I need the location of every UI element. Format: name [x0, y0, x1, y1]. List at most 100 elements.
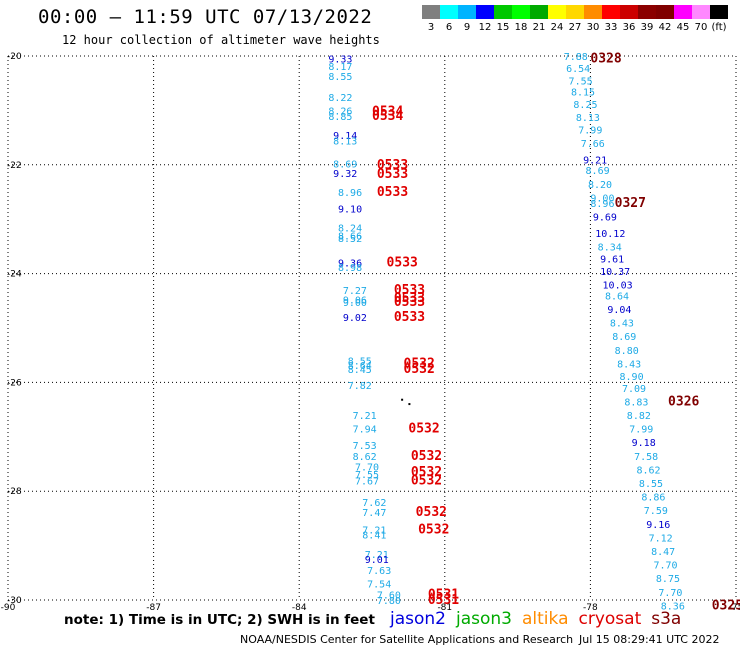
- data-point-label: 7.82: [348, 381, 372, 392]
- data-point-label: 7.09: [622, 384, 646, 395]
- data-point-label: 8.43: [617, 359, 641, 370]
- data-speck: [401, 398, 404, 401]
- legend-label: 6: [445, 22, 453, 33]
- x-tick-label: -90: [1, 603, 16, 613]
- data-point-label: 8.55: [328, 72, 352, 83]
- y-tick-label: -20: [7, 52, 22, 62]
- data-time-label: 0533: [394, 295, 425, 310]
- legend-swatch: [476, 5, 494, 19]
- data-time-label: 0327: [615, 196, 646, 211]
- data-point-label: 8.98: [338, 263, 362, 274]
- legend-swatch: [584, 5, 602, 19]
- data-point-label: 8.64: [348, 361, 372, 372]
- data-time-label: 0533: [377, 185, 408, 200]
- data-time-label: 0532: [404, 356, 435, 371]
- legend-swatch: [422, 5, 440, 19]
- color-scale-labels: 3 6 9 12 15 18 21 24 27 30 33 36 39 42 45 70 (ft): [422, 22, 740, 34]
- y-tick-label: -30: [7, 596, 22, 606]
- data-point-label: 9.00: [343, 298, 367, 309]
- data-point-label: 7.70: [355, 463, 379, 474]
- chart-title: 00:00 — 11:59 UTC 07/13/2022: [38, 6, 373, 28]
- data-point-label: 9.04: [607, 305, 631, 316]
- data-point-label: 8.47: [651, 547, 675, 558]
- color-scale-legend: [422, 5, 728, 19]
- data-point-label: 7.60: [377, 591, 401, 602]
- x-tick-label: -75: [729, 603, 740, 613]
- data-point-label: 8.45: [348, 365, 372, 376]
- data-point-label: 7.55: [569, 76, 593, 87]
- legend-label: 45: [676, 22, 690, 33]
- data-point-label: 8.13: [576, 113, 600, 124]
- legend-swatch: [548, 5, 566, 19]
- data-time-label: 0532: [418, 522, 449, 537]
- data-point-label: 7.99: [629, 425, 653, 436]
- legend-swatch: [494, 5, 512, 19]
- data-time-label: 0532: [411, 449, 442, 464]
- legend-swatch: [530, 5, 548, 19]
- data-point-label: 7.99: [578, 125, 602, 136]
- data-point-label: 8.22: [328, 93, 352, 104]
- legend-label: 15: [496, 22, 510, 33]
- data-point-label: 8.69: [586, 166, 610, 177]
- data-point-label: 7.47: [362, 508, 386, 519]
- legend-label: 24: [550, 22, 564, 33]
- legend-swatch: [440, 5, 458, 19]
- data-time-label: 0533: [394, 291, 425, 306]
- data-point-label: 9.21: [583, 155, 607, 166]
- data-point-label: 9.14: [333, 131, 357, 142]
- data-point-label: 8.90: [620, 372, 644, 383]
- data-point-label: 8.41: [362, 531, 386, 542]
- timestamp: Jul 15 08:29:41 UTC 2022: [579, 633, 720, 646]
- x-tick-label: -81: [437, 603, 452, 613]
- data-point-label: 7.21: [365, 550, 389, 561]
- data-point-label: 8.69: [333, 160, 357, 171]
- y-tick-label: -26: [7, 378, 22, 388]
- data-point-label: 7.66: [581, 139, 605, 150]
- data-point-label: 7.67: [355, 476, 379, 487]
- data-point-label: 8.66: [338, 232, 362, 243]
- data-time-label: 0533: [387, 256, 418, 271]
- legend-label: 42: [658, 22, 672, 33]
- satellite-jason2: jason2: [390, 609, 446, 629]
- legend-swatch: [566, 5, 584, 19]
- data-time-label: 0325: [712, 598, 740, 613]
- legend-label: 30: [586, 22, 600, 33]
- data-time-label: 0532: [411, 473, 442, 488]
- data-point-label: 8.96: [590, 199, 614, 210]
- legend-swatch: [512, 5, 530, 19]
- credit-line: NOAA/NESDIS Center for Satellite Applica…: [240, 633, 719, 646]
- data-point-label: 9.18: [632, 438, 656, 449]
- data-point-label: 7.58: [634, 452, 658, 463]
- data-point-label: 8.80: [615, 346, 639, 357]
- data-time-label: 0534: [372, 104, 403, 119]
- data-point-label: 7.54: [367, 580, 391, 591]
- data-point-label: 8.55: [348, 357, 372, 368]
- legend-swatch: [692, 5, 710, 19]
- satellite-altika: altika: [522, 609, 569, 629]
- data-point-label: 9.36: [338, 259, 362, 270]
- data-point-label: 6.54: [566, 64, 590, 75]
- x-tick-label: -78: [583, 603, 598, 613]
- data-time-label: 0531: [428, 588, 459, 603]
- data-point-label: 10.37: [600, 267, 630, 278]
- chart-subtitle: 12 hour collection of altimeter wave hei…: [62, 33, 380, 47]
- satellite-s3a: s3a: [651, 609, 682, 629]
- data-time-label: 0532: [411, 465, 442, 480]
- data-point-label: 8.20: [588, 180, 612, 191]
- legend-label: 39: [640, 22, 654, 33]
- data-point-label: 9.69: [593, 212, 617, 223]
- data-point-label: 8.83: [624, 397, 648, 408]
- data-point-label: 7.53: [353, 441, 377, 452]
- legend-swatch: [620, 5, 638, 19]
- legend-label: 70: [694, 22, 708, 33]
- data-point-label: 8.55: [639, 479, 663, 490]
- data-point-label: 8.64: [605, 291, 629, 302]
- legend-label: 27: [568, 22, 582, 33]
- legend-label: 12: [478, 22, 492, 33]
- credit-text: NOAA/NESDIS Center for Satellite Applica…: [240, 633, 574, 646]
- legend-label: (ft): [711, 22, 727, 33]
- data-point-label: 8.69: [612, 332, 636, 343]
- data-point-label: 7.94: [353, 425, 377, 436]
- data-point-label: 8.25: [573, 100, 597, 111]
